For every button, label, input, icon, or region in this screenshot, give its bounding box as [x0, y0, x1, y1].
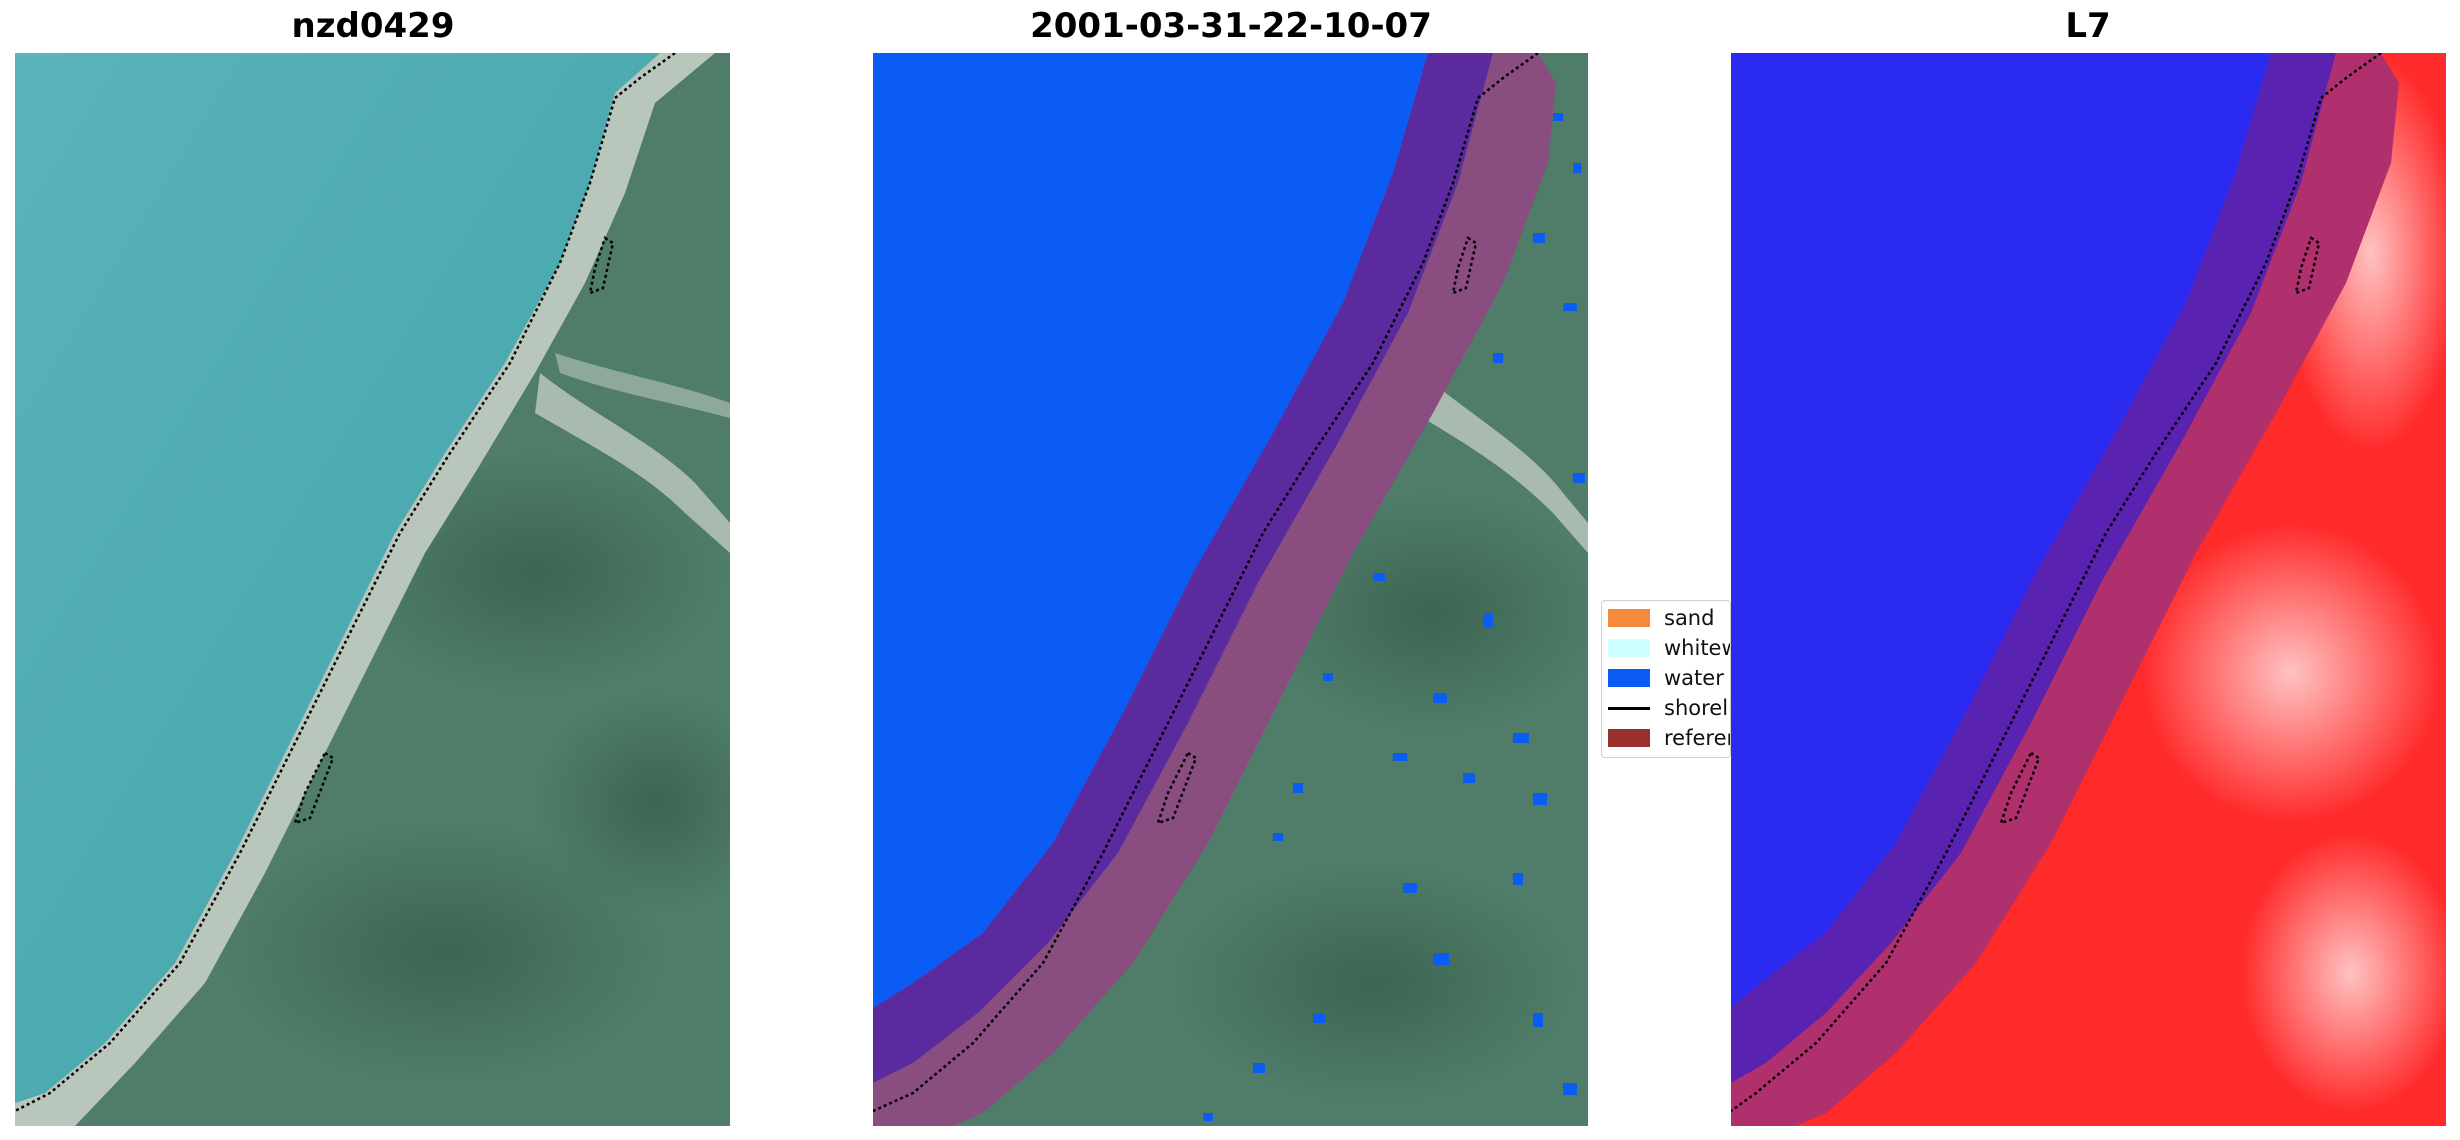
river-channel: [535, 373, 730, 553]
shoreline: [15, 53, 676, 1113]
panel-title-index: L7: [2065, 6, 2111, 46]
shoreline-line-icon: [1608, 706, 1650, 710]
legend-label: sand: [1664, 606, 1715, 630]
water-speckles: [1203, 113, 1585, 1121]
river-channel: [555, 353, 730, 418]
shoreline-lagoon: [2294, 236, 2321, 295]
legend-item-reference: reference: [1602, 723, 1730, 753]
shoreline-lagoon: [1451, 236, 1478, 295]
index-image-panel: [1731, 53, 2446, 1126]
river-channel: [1423, 383, 1588, 553]
panel-title-classified: 2001-03-31-22-10-07: [1030, 6, 1432, 46]
water-swatch: [1608, 669, 1650, 687]
dark-vegetation: [1173, 863, 1573, 1103]
shoreline-lagoon: [293, 751, 335, 825]
sea-index-area: [1731, 53, 2271, 1008]
legend-item-shoreline: shoreline: [1602, 693, 1730, 723]
classified-image-overlay: [873, 53, 1588, 1126]
legend-label: water: [1664, 666, 1724, 690]
reference-buffer-land: [1731, 53, 2399, 1126]
legend-label: shoreline: [1664, 696, 1730, 720]
shoreline-lagoon: [588, 236, 615, 295]
panel-title-rgb: nzd0429: [291, 6, 455, 46]
rgb-image-panel: [15, 53, 730, 1126]
whitewater-swatch: [1608, 639, 1650, 657]
sand-swatch: [1608, 609, 1650, 627]
shoreline-lagoon: [1156, 751, 1198, 825]
reference-swatch: [1608, 729, 1650, 747]
reference-buffer-land: [873, 53, 1556, 1126]
legend-label: reference: [1664, 726, 1730, 750]
rgb-satellite-image: [15, 53, 730, 1126]
beach-strip: [15, 53, 715, 1126]
dark-vegetation: [225, 823, 665, 1083]
land-index-light: [2141, 523, 2441, 823]
shoreline-lagoon: [1999, 751, 2041, 825]
sea-area: [15, 53, 660, 1103]
shoreline: [873, 53, 1539, 1113]
legend-item-water: water: [1602, 663, 1724, 693]
water-index-image: [1731, 53, 2446, 1126]
water-class-area: [873, 53, 1428, 1008]
legend-item-sand: sand: [1602, 603, 1714, 633]
reference-buffer-water: [1731, 53, 2336, 1083]
land-index-light: [2241, 833, 2446, 1113]
reference-buffer-water: [873, 53, 1493, 1083]
classified-image-panel: [873, 53, 1588, 1126]
shoreline: [1731, 53, 2382, 1113]
dark-vegetation: [535, 693, 730, 913]
